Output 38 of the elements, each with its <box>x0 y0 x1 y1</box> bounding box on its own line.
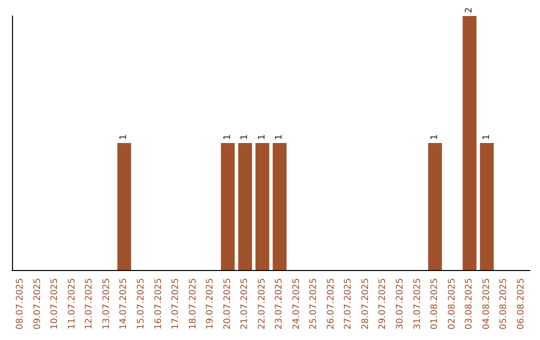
x-tick-label: 27.07.2025 <box>344 278 354 330</box>
x-tick-label: 10.07.2025 <box>50 278 60 330</box>
x-tick-label: 15.07.2025 <box>136 278 146 330</box>
data-label: 1 <box>430 134 440 140</box>
x-tick-label: 28.07.2025 <box>360 278 371 330</box>
x-tick-label: 09.07.2025 <box>32 278 43 330</box>
x-tick-label: 03.08.2025 <box>464 278 475 330</box>
x-tick-label: 24.07.2025 <box>292 278 302 330</box>
x-tick-label: 18.07.2025 <box>188 278 198 330</box>
x-tick-label: 22.07.2025 <box>257 278 268 330</box>
x-tick-label: 02.08.2025 <box>447 278 458 330</box>
x-tick-label: 16.07.2025 <box>154 278 164 330</box>
data-label: 1 <box>119 134 130 140</box>
x-tick-label: 21.07.2025 <box>240 278 250 330</box>
data-label: 1 <box>222 134 233 140</box>
data-label: 1 <box>257 134 268 140</box>
x-tick-label: 29.07.2025 <box>378 278 388 330</box>
x-tick-label: 01.08.2025 <box>430 278 440 330</box>
x-tick-label: 30.07.2025 <box>396 278 406 330</box>
x-tick-label: 12.07.2025 <box>84 278 95 330</box>
x-tick-label: 14.07.2025 <box>119 278 130 330</box>
data-label: 2 <box>464 7 475 13</box>
x-tick-label: 17.07.2025 <box>171 278 182 330</box>
x-tick-label: 08.07.2025 <box>16 278 26 330</box>
x-tick-label: 05.08.2025 <box>499 278 510 330</box>
data-label: 1 <box>482 134 492 140</box>
x-tick-label: 25.07.2025 <box>309 278 320 330</box>
x-tick-label: 06.08.2025 <box>516 278 526 330</box>
x-tick-label: 23.07.2025 <box>274 278 285 330</box>
data-label: 1 <box>240 134 250 140</box>
x-tick-label: 11.07.2025 <box>67 278 78 330</box>
x-tick-label: 26.07.2025 <box>326 278 336 330</box>
x-tick-label: 31.07.2025 <box>412 278 423 330</box>
x-tick-label: 20.07.2025 <box>222 278 233 330</box>
x-tick-label: 04.08.2025 <box>482 278 492 330</box>
x-tick-label: 19.07.2025 <box>206 278 216 330</box>
x-tick-label: 13.07.2025 <box>102 278 112 330</box>
data-label: 1 <box>274 134 285 140</box>
